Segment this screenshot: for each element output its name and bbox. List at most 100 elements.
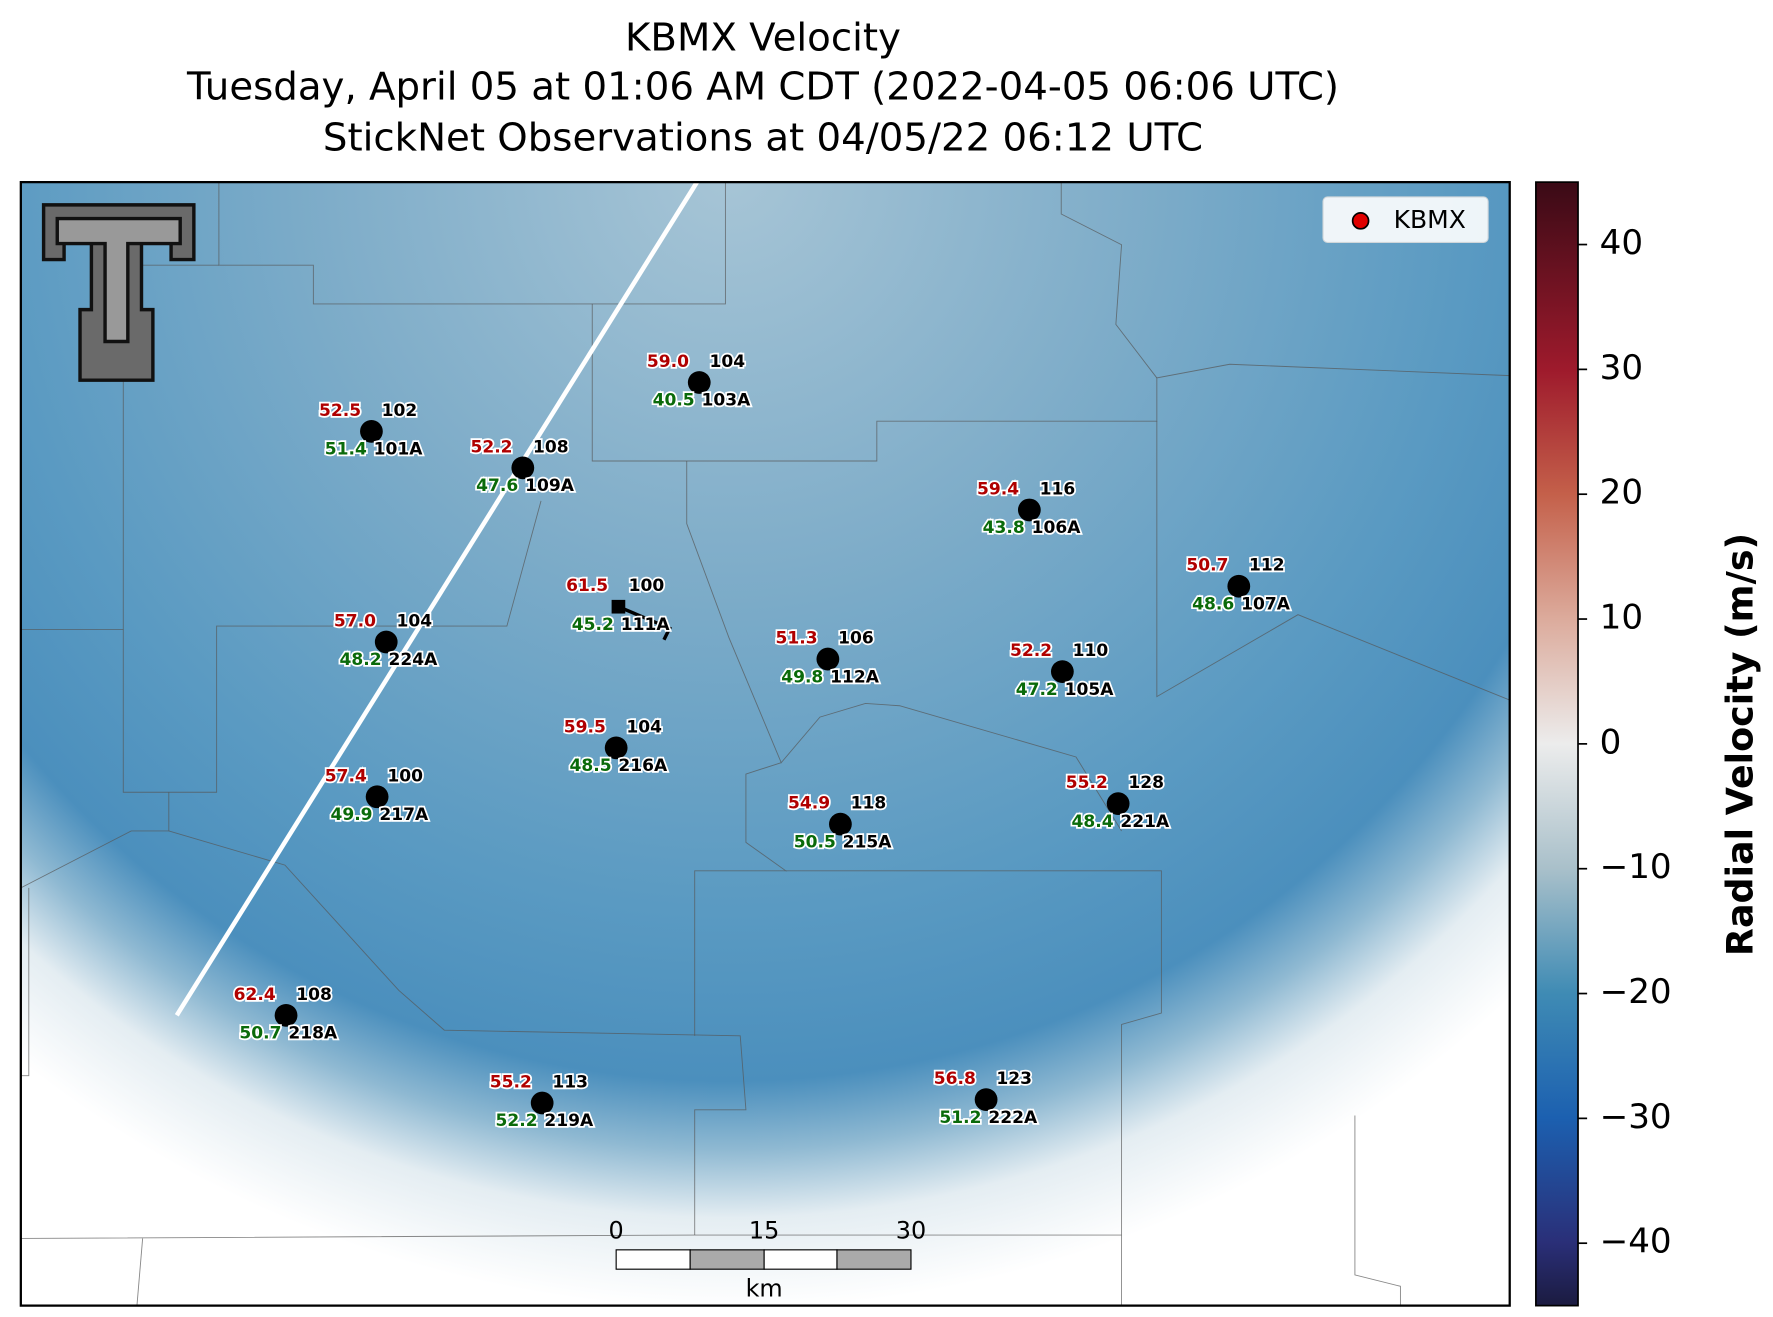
dewpoint: 47.6 xyxy=(476,476,518,496)
station-marker xyxy=(816,647,840,671)
stations: 52.5 102 51.4 101A 52.2 108 47.6 109A 59.0 104 40.… xyxy=(232,350,1292,1133)
radar-field xyxy=(20,182,1510,1306)
dewpoint: 45.2 xyxy=(572,615,614,635)
wind-direction: 106 xyxy=(838,629,874,649)
temperature: 57.0 xyxy=(334,612,376,632)
temperature: 55.2 xyxy=(1066,773,1108,793)
temperature: 52.2 xyxy=(1010,641,1052,661)
temperature: 56.8 xyxy=(934,1069,976,1089)
station-id: 216A xyxy=(618,756,668,776)
station-id: 112A xyxy=(830,667,880,687)
station-id: 105A xyxy=(1065,680,1115,700)
wind-direction: 110 xyxy=(1073,641,1109,661)
colorbar-tick-label: −20 xyxy=(1600,972,1672,1012)
scale-label: 15 xyxy=(749,1217,779,1245)
logo xyxy=(41,203,196,382)
station-id: 219A xyxy=(544,1111,594,1131)
temperature: 52.2 xyxy=(470,437,512,457)
wind-direction: 112 xyxy=(1249,556,1285,576)
dewpoint: 40.5 xyxy=(653,391,695,411)
dewpoint: 49.8 xyxy=(781,667,823,687)
wind-direction: 104 xyxy=(396,612,432,632)
scale-label: 30 xyxy=(896,1217,926,1245)
dewpoint: 48.4 xyxy=(1071,812,1113,832)
station-marker xyxy=(360,420,383,443)
station-marker xyxy=(374,630,398,654)
wind-direction: 116 xyxy=(1040,479,1076,499)
colorbar-tick-label: −40 xyxy=(1600,1222,1672,1262)
temperature: 61.5 xyxy=(566,576,608,596)
dewpoint: 50.5 xyxy=(794,832,836,852)
station-id: 106A xyxy=(1032,518,1082,538)
station-id: 101A xyxy=(374,440,424,460)
dewpoint: 51.2 xyxy=(939,1108,981,1128)
wind-direction: 100 xyxy=(387,766,423,786)
station-marker xyxy=(274,1003,298,1027)
wind-direction: 123 xyxy=(996,1069,1032,1089)
colorbar-tick-label: −30 xyxy=(1600,1097,1672,1137)
observation-time: StickNet Observations at 04/05/22 06:12 … xyxy=(323,116,1203,161)
station-id: 217A xyxy=(379,805,429,825)
dewpoint: 50.7 xyxy=(239,1024,281,1044)
dewpoint: 47.2 xyxy=(1016,680,1058,700)
colorbar-tick-label: 40 xyxy=(1600,223,1643,263)
temperature: 55.2 xyxy=(490,1073,532,1093)
beam-blockage xyxy=(174,182,699,1017)
station-marker xyxy=(530,1091,554,1115)
temperature: 54.9 xyxy=(788,794,830,814)
temperature: 50.7 xyxy=(1186,556,1228,576)
station-id: 111A xyxy=(621,615,671,635)
dewpoint: 48.6 xyxy=(1192,594,1234,614)
dewpoint: 48.5 xyxy=(569,756,611,776)
station-marker xyxy=(1017,498,1041,522)
title: KBMX Velocity xyxy=(625,15,901,60)
scale-unit: km xyxy=(746,1275,783,1303)
wind-direction: 108 xyxy=(296,985,332,1005)
temperature: 62.4 xyxy=(234,985,276,1005)
subtitle: Tuesday, April 05 at 01:06 AM CDT (2022-… xyxy=(186,64,1339,109)
dewpoint: 43.8 xyxy=(983,518,1025,538)
dewpoint: 51.4 xyxy=(325,440,367,460)
scale-label: 0 xyxy=(609,1217,624,1245)
wind-direction: 118 xyxy=(851,794,887,814)
station-id: 109A xyxy=(525,476,575,496)
colorbar-tick-label: 0 xyxy=(1600,722,1622,762)
wind-direction: 104 xyxy=(626,717,662,737)
dewpoint: 49.9 xyxy=(330,805,372,825)
station-id: 218A xyxy=(288,1024,338,1044)
temperature: 57.4 xyxy=(325,766,367,786)
colorbar-label: Radial Velocity (m/s) xyxy=(1718,533,1761,956)
legend: KBMX xyxy=(1322,196,1489,244)
station-marker xyxy=(511,456,535,480)
wind-direction: 113 xyxy=(552,1073,588,1093)
colorbar-ticks: −40 −30 −20 −10 0 10 20 30 40 xyxy=(1578,223,1672,1262)
wind-direction: 102 xyxy=(382,401,418,421)
colorbar xyxy=(1535,181,1579,1307)
station-id: 221A xyxy=(1120,812,1170,832)
temperature: 52.5 xyxy=(319,401,361,421)
station-id: 103A xyxy=(702,391,752,411)
temperature: 59.5 xyxy=(564,717,606,737)
station-marker xyxy=(1050,660,1074,683)
station-id: 215A xyxy=(843,832,893,852)
station-marker xyxy=(829,812,852,836)
colorbar-tick-label: 10 xyxy=(1600,598,1643,638)
colorbar-tick-label: 20 xyxy=(1600,473,1643,513)
colorbar-tick-label: 30 xyxy=(1600,348,1643,388)
legend-box xyxy=(1322,196,1489,244)
dewpoint: 52.2 xyxy=(496,1111,538,1131)
legend-label: KBMX xyxy=(1394,205,1466,234)
legend-marker xyxy=(1351,212,1370,230)
station-id: 222A xyxy=(988,1108,1038,1128)
map-frame xyxy=(19,180,1511,1307)
dewpoint: 48.2 xyxy=(340,650,382,670)
temperature: 59.0 xyxy=(647,352,689,372)
map xyxy=(20,182,1510,1306)
station-id: 107A xyxy=(1241,594,1291,614)
wind-direction: 108 xyxy=(533,437,569,457)
station-marker xyxy=(974,1088,998,1111)
scale-bar: 0 15 30 km xyxy=(609,1217,927,1303)
station-marker xyxy=(1106,792,1130,816)
